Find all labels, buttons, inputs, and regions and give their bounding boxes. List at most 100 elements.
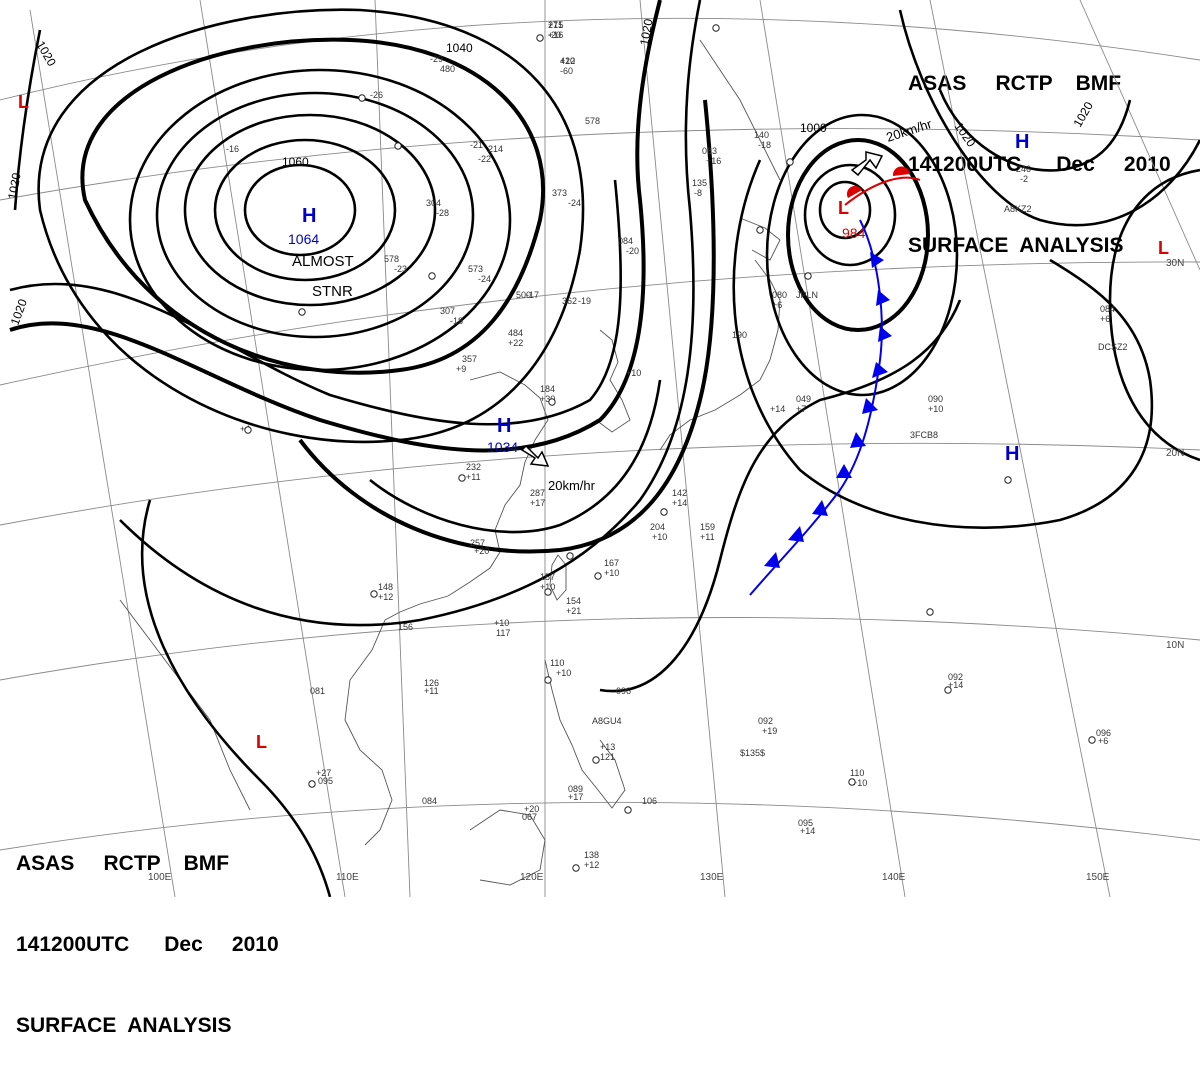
motion-arrow bbox=[850, 151, 884, 177]
station-value: +16 bbox=[548, 30, 563, 40]
longitude-line bbox=[374, 0, 411, 897]
isobar bbox=[298, 99, 716, 554]
isobar bbox=[803, 163, 897, 267]
latitude-line bbox=[0, 17, 1200, 101]
high-center-marker: H bbox=[1005, 443, 1019, 465]
station-value: +9 bbox=[456, 364, 466, 374]
station-value: -18 bbox=[450, 316, 463, 326]
isobar bbox=[369, 379, 662, 534]
station-symbol bbox=[804, 272, 812, 280]
hokkaido-coast bbox=[739, 217, 781, 261]
station-symbol bbox=[594, 572, 602, 580]
station-value: 121 bbox=[600, 752, 615, 762]
station-value: +22 bbox=[508, 338, 523, 348]
isobar-label: 1020 bbox=[952, 120, 979, 150]
station-symbol bbox=[458, 474, 466, 482]
station-symbol bbox=[712, 24, 720, 32]
station-value: 159 bbox=[700, 522, 715, 532]
motion-speed-label: 20km/hr bbox=[548, 478, 596, 493]
station-value: 307 bbox=[440, 306, 455, 316]
latitude-label: 10N bbox=[1166, 640, 1184, 651]
station-value: -20 bbox=[626, 246, 639, 256]
station-value: +10 bbox=[540, 582, 555, 592]
station-value: 578 bbox=[384, 254, 399, 264]
station-symbol bbox=[756, 226, 764, 234]
longitude-label: 100E bbox=[148, 872, 172, 883]
high-center-marker: H bbox=[302, 205, 316, 227]
low-center-marker: L bbox=[256, 732, 267, 752]
borneo-coast bbox=[469, 809, 546, 886]
station-value: 271 bbox=[548, 20, 563, 30]
station-code: DCSZ2 bbox=[1098, 342, 1128, 352]
station-symbol bbox=[572, 864, 580, 872]
station-code: A8GU4 bbox=[592, 716, 622, 726]
station-value: +11 bbox=[424, 686, 439, 696]
isobar-label: 1020 bbox=[8, 297, 30, 327]
isobar bbox=[155, 91, 475, 339]
longitude-line bbox=[1079, 0, 1200, 271]
station-value: 095 bbox=[798, 818, 813, 828]
station-value: 089 bbox=[568, 784, 583, 794]
station-value: -24 bbox=[478, 274, 491, 284]
warm-front-semicircle bbox=[892, 166, 910, 176]
station-value: 148 bbox=[378, 582, 393, 592]
cold-front-triangle bbox=[870, 252, 884, 268]
station-value: 184 bbox=[540, 384, 555, 394]
station-value: 373 bbox=[552, 188, 567, 198]
latitude-line bbox=[0, 801, 1200, 851]
china-coast bbox=[384, 371, 549, 621]
station-value: -60 bbox=[560, 66, 573, 76]
cold-front-triangle bbox=[812, 500, 828, 516]
station-symbol bbox=[548, 398, 556, 406]
station-value: 304 bbox=[426, 198, 441, 208]
header-title: ASAS RCTP BMF bbox=[16, 852, 230, 875]
station-value: +6 bbox=[1100, 314, 1110, 324]
station-symbol bbox=[428, 272, 436, 280]
station-value: -18 bbox=[758, 140, 771, 150]
low-center-marker: L bbox=[1158, 238, 1169, 258]
station-value: +14 bbox=[770, 404, 785, 414]
isobars bbox=[9, 0, 1200, 897]
station-value: 500 bbox=[516, 290, 531, 300]
cold-front-triangle bbox=[878, 326, 892, 342]
station-value: 190 bbox=[732, 330, 747, 340]
longitude-line bbox=[29, 9, 176, 897]
high-center-marker: H bbox=[1015, 131, 1029, 153]
station-value: 084 bbox=[1100, 304, 1115, 314]
station-value: 246 bbox=[1016, 164, 1031, 174]
cold-front-triangle bbox=[836, 464, 852, 478]
latitude-label: 30N bbox=[1166, 258, 1184, 269]
indochina-coast bbox=[344, 619, 393, 846]
station-code: A8KZ2 bbox=[1004, 204, 1032, 214]
isobar bbox=[213, 138, 397, 282]
station-value: 142 bbox=[672, 488, 687, 498]
station-value: 090 bbox=[928, 394, 943, 404]
isobar bbox=[786, 138, 930, 332]
station-value: 257 bbox=[470, 538, 485, 548]
station-value: 096 bbox=[1096, 728, 1111, 738]
station-value: +17 bbox=[568, 792, 583, 802]
station-value: +19 bbox=[762, 726, 777, 736]
station-codes: JPLN 3FCB8 DCSZ2 A8GU4 $135$ A8KZ2 bbox=[592, 204, 1128, 758]
station-value: 157 bbox=[540, 572, 555, 582]
station-value: 092 bbox=[948, 672, 963, 682]
longitude-label: 110E bbox=[336, 872, 359, 883]
station-symbol bbox=[786, 158, 794, 166]
kamchatka-coast bbox=[699, 39, 781, 181]
station-value: +27 bbox=[316, 768, 331, 778]
station-value: -22 bbox=[478, 154, 491, 164]
station-value: +7 bbox=[796, 404, 806, 414]
high-center-value: 1064 bbox=[288, 231, 319, 247]
station-value: +21 bbox=[566, 606, 581, 616]
isobar bbox=[765, 113, 959, 397]
station-value: +12 bbox=[378, 592, 393, 602]
station-value: +12 bbox=[560, 56, 575, 66]
isobar bbox=[37, 8, 585, 444]
station-value: 484 bbox=[508, 328, 523, 338]
station-value: +14 bbox=[800, 826, 815, 836]
station-value: 095 bbox=[318, 776, 333, 786]
station-symbol bbox=[624, 806, 632, 814]
motion-arrow bbox=[520, 444, 550, 467]
station-value: 156 bbox=[398, 622, 413, 632]
station-value: +12 bbox=[584, 860, 599, 870]
